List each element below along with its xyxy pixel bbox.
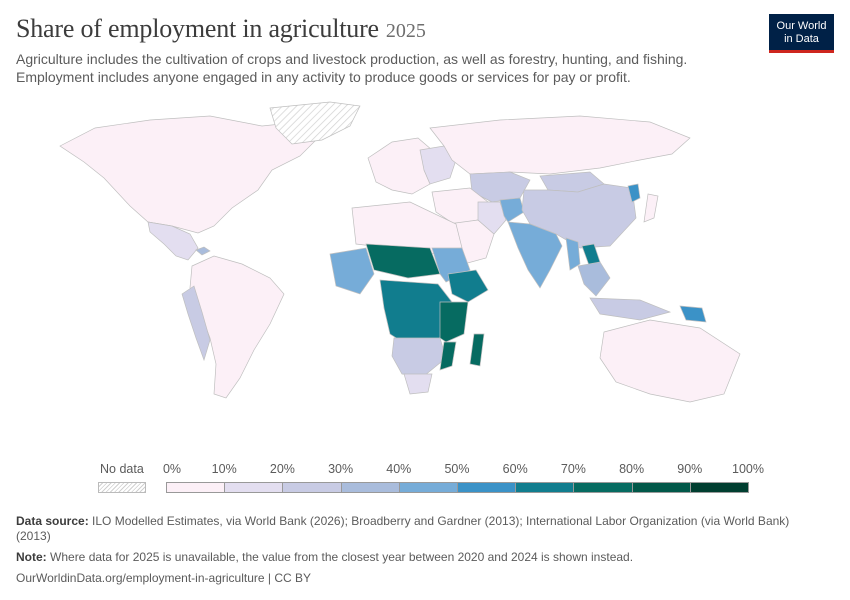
- no-data-label: No data: [100, 462, 144, 476]
- legend-tick-label: 60%: [502, 462, 528, 476]
- no-data-swatch[interactable]: [98, 482, 146, 493]
- country-region[interactable]: [403, 373, 433, 395]
- country-region[interactable]: [429, 115, 691, 175]
- data-source: Data source: ILO Modelled Estimates, via…: [16, 514, 816, 544]
- legend-bin[interactable]: [515, 482, 575, 493]
- legend-tick-label: 20%: [269, 462, 295, 476]
- country-region[interactable]: [627, 183, 641, 203]
- legend-bin[interactable]: [340, 482, 400, 493]
- legend-tick-label: 70%: [560, 462, 586, 476]
- chart-header: Share of employment in agriculture 2025 …: [16, 14, 736, 86]
- legend-tick-label: 100%: [732, 462, 764, 476]
- subtitle-line-2: Employment includes anyone engaged in an…: [16, 69, 631, 85]
- source-url[interactable]: OurWorldinData.org/employment-in-agricul…: [16, 571, 312, 585]
- country-region[interactable]: [329, 247, 375, 295]
- country-region[interactable]: [469, 333, 485, 367]
- legend-bin[interactable]: [282, 482, 342, 493]
- country-region[interactable]: [565, 237, 581, 271]
- country-region[interactable]: [447, 269, 489, 303]
- country-region[interactable]: [439, 341, 457, 371]
- logo-line-2: in Data: [784, 33, 819, 45]
- legend-bin[interactable]: [398, 482, 458, 493]
- map-legend: No data 0% 10% 20% 30% 40% 50% 60% 70% 80% 90% 100…: [96, 461, 764, 495]
- legend-bin[interactable]: [224, 482, 284, 493]
- legend-tick-label: 0%: [162, 462, 182, 476]
- legend-bin[interactable]: [457, 482, 517, 493]
- data-source-text: ILO Modelled Estimates, via World Bank (…: [16, 514, 790, 543]
- country-region[interactable]: [499, 197, 525, 223]
- country-region[interactable]: [59, 115, 319, 234]
- country-region[interactable]: [365, 243, 441, 279]
- chart-subtitle: Agriculture includes the cultivation of …: [16, 50, 736, 86]
- chart-title: Share of employment in agriculture: [16, 14, 379, 43]
- logo-line-1: Our World: [776, 20, 827, 32]
- country-region[interactable]: [577, 261, 611, 297]
- country-region[interactable]: [521, 183, 637, 249]
- map-regions: [59, 101, 741, 403]
- legend-tick-label: 30%: [328, 462, 354, 476]
- subtitle-line-1: Agriculture includes the cultivation of …: [16, 51, 688, 67]
- chart-note: Note: Where data for 2025 is unavailable…: [16, 550, 816, 565]
- country-region[interactable]: [269, 101, 361, 145]
- note-text: Where data for 2025 is unavailable, the …: [50, 550, 634, 564]
- legend-tick-label: 10%: [211, 462, 237, 476]
- legend-bin[interactable]: [573, 482, 633, 493]
- country-region[interactable]: [181, 285, 211, 362]
- country-region[interactable]: [643, 193, 659, 223]
- legend-tick-label: 50%: [444, 462, 470, 476]
- legend-bin[interactable]: [631, 482, 691, 493]
- country-region[interactable]: [589, 297, 672, 321]
- title-row: Share of employment in agriculture 2025: [16, 14, 736, 44]
- legend-bin[interactable]: [689, 482, 749, 493]
- country-region[interactable]: [507, 221, 563, 289]
- country-region[interactable]: [477, 201, 507, 235]
- world-map[interactable]: [0, 98, 850, 458]
- country-region[interactable]: [391, 337, 447, 377]
- chart-footer: Data source: ILO Modelled Estimates, via…: [16, 514, 816, 592]
- legend-bin[interactable]: [166, 482, 226, 493]
- note-label: Note:: [16, 550, 47, 564]
- owid-logo[interactable]: Our World in Data: [769, 14, 834, 53]
- country-region[interactable]: [439, 301, 469, 343]
- chart-year[interactable]: 2025: [385, 20, 426, 42]
- country-region[interactable]: [367, 137, 433, 195]
- country-region[interactable]: [679, 305, 707, 323]
- legend-tick-label: 80%: [619, 462, 645, 476]
- legend-tick-label: 40%: [386, 462, 412, 476]
- legend-tick-label: 90%: [677, 462, 703, 476]
- data-source-label: Data source:: [16, 514, 89, 528]
- country-region[interactable]: [195, 246, 211, 256]
- country-region[interactable]: [599, 319, 741, 403]
- country-region[interactable]: [147, 221, 199, 261]
